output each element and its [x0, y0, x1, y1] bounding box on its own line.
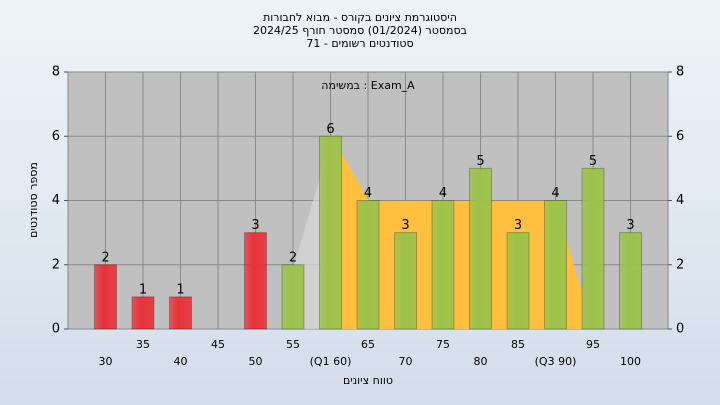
- y2-tick-label: 0: [676, 322, 684, 337]
- value-label: 3: [514, 218, 522, 233]
- y-tick-label: 6: [52, 129, 60, 144]
- bar: [469, 167, 492, 330]
- value-label: 6: [326, 122, 334, 137]
- x-tick-label: 45: [211, 338, 225, 351]
- value-label: 4: [551, 186, 559, 201]
- bar: [581, 167, 605, 330]
- x-tick-label: (Q3 90): [535, 355, 577, 368]
- chart-title: היסטוגרמת ציונים בקורס - מבוא לחבורות: [263, 11, 457, 24]
- value-label: 5: [589, 154, 597, 169]
- annotation: במשימה : Exam_A: [321, 79, 415, 92]
- y-tick-label: 2: [52, 257, 60, 272]
- x-tick-label: (Q1 60): [310, 355, 352, 368]
- value-label: 4: [364, 186, 372, 201]
- x-tick-label: 40: [174, 355, 188, 368]
- bar: [431, 200, 455, 330]
- bar: [356, 200, 380, 330]
- x-tick-label: 35: [136, 338, 150, 351]
- value-label: 3: [626, 218, 634, 233]
- chart-subtitle: בסמסטר (01/2024) סמסטר חורף 2024/25: [253, 24, 467, 37]
- bar: [94, 264, 117, 330]
- x-tick-label: 70: [399, 355, 413, 368]
- y2-tick-label: 4: [676, 193, 684, 208]
- y-axis-title: מספר סטודנטים: [27, 162, 40, 238]
- bar: [394, 232, 417, 330]
- y-tick-label: 0: [52, 322, 60, 337]
- x-tick-label: 50: [249, 355, 263, 368]
- bar: [244, 232, 267, 330]
- value-label: 3: [251, 218, 259, 233]
- x-tick-label: 75: [436, 338, 450, 351]
- bar: [319, 135, 342, 330]
- value-label: 1: [176, 282, 184, 297]
- x-tick-label: 55: [286, 338, 300, 351]
- bar: [619, 232, 642, 330]
- bar: [544, 200, 567, 330]
- y2-tick-label: 6: [676, 129, 684, 144]
- x-tick-label: 85: [511, 338, 525, 351]
- bar: [506, 232, 530, 330]
- y2-tick-label: 2: [676, 257, 684, 272]
- value-label: 5: [476, 154, 484, 169]
- y-tick-label: 8: [52, 65, 60, 80]
- y2-tick-label: 8: [676, 65, 684, 80]
- y-tick-label: 4: [52, 193, 60, 208]
- value-label: 2: [289, 250, 297, 265]
- bar: [131, 296, 155, 330]
- value-label: 2: [101, 250, 109, 265]
- chart-subtitle: סטודנטים רשומים - 71: [306, 37, 413, 50]
- value-label: 1: [139, 282, 147, 297]
- x-tick-label: 30: [99, 355, 113, 368]
- x-axis-title: טווח ציונים: [343, 374, 393, 387]
- x-tick-label: 100: [620, 355, 641, 368]
- value-label: 4: [439, 186, 447, 201]
- bar: [169, 296, 192, 330]
- x-tick-label: 95: [586, 338, 600, 351]
- value-label: 3: [401, 218, 409, 233]
- x-tick-label: 65: [361, 338, 375, 351]
- bar: [281, 264, 305, 330]
- x-tick-label: 80: [474, 355, 488, 368]
